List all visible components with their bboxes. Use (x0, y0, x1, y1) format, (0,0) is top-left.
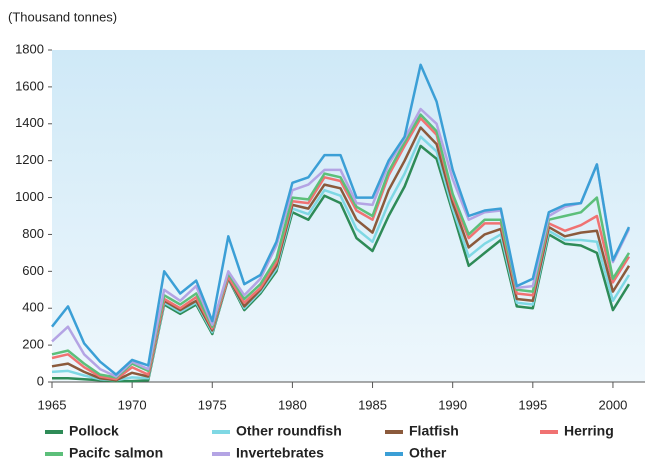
y-tick-label: 600 (22, 263, 44, 278)
series-line (52, 144, 631, 383)
y-tick-label: 400 (22, 300, 44, 315)
legend-label: Flatfish (409, 423, 459, 439)
legend-label: Invertebrates (236, 445, 324, 461)
x-tick-label: 1970 (118, 397, 147, 412)
series-line (51, 135, 631, 382)
x-tick-label: 1990 (438, 397, 467, 412)
x-tick-label: 1975 (198, 397, 227, 412)
legend-label: Pacifc salmon (69, 445, 163, 461)
series-line (51, 107, 631, 378)
y-tick-label: 200 (22, 337, 44, 352)
legend-label: Other roundfish (236, 423, 342, 439)
y-unit-label: (Thousand tonnes) (8, 9, 117, 24)
x-tick-label: 2000 (598, 397, 627, 412)
y-tick-label: 1000 (15, 189, 44, 204)
series-line (51, 126, 631, 382)
y-tick-label: 800 (22, 226, 44, 241)
y-tick-label: 1600 (15, 78, 44, 93)
series-line (51, 113, 631, 379)
y-tick-label: 1200 (15, 152, 44, 167)
x-tick-label: 1965 (38, 397, 67, 412)
series-line (51, 63, 631, 376)
y-tick-label: 0 (37, 373, 44, 388)
x-tick-label: 1980 (278, 397, 307, 412)
series-line (51, 116, 631, 381)
x-tick-label: 1985 (358, 397, 387, 412)
y-tick-label: 1400 (15, 115, 44, 130)
x-tick-label: 1995 (518, 397, 547, 412)
y-tick-label: 1800 (15, 41, 44, 56)
plot-area (52, 50, 645, 382)
legend-label: Pollock (69, 423, 119, 439)
legend-label: Other (409, 445, 447, 461)
legend-label: Herring (564, 423, 614, 439)
